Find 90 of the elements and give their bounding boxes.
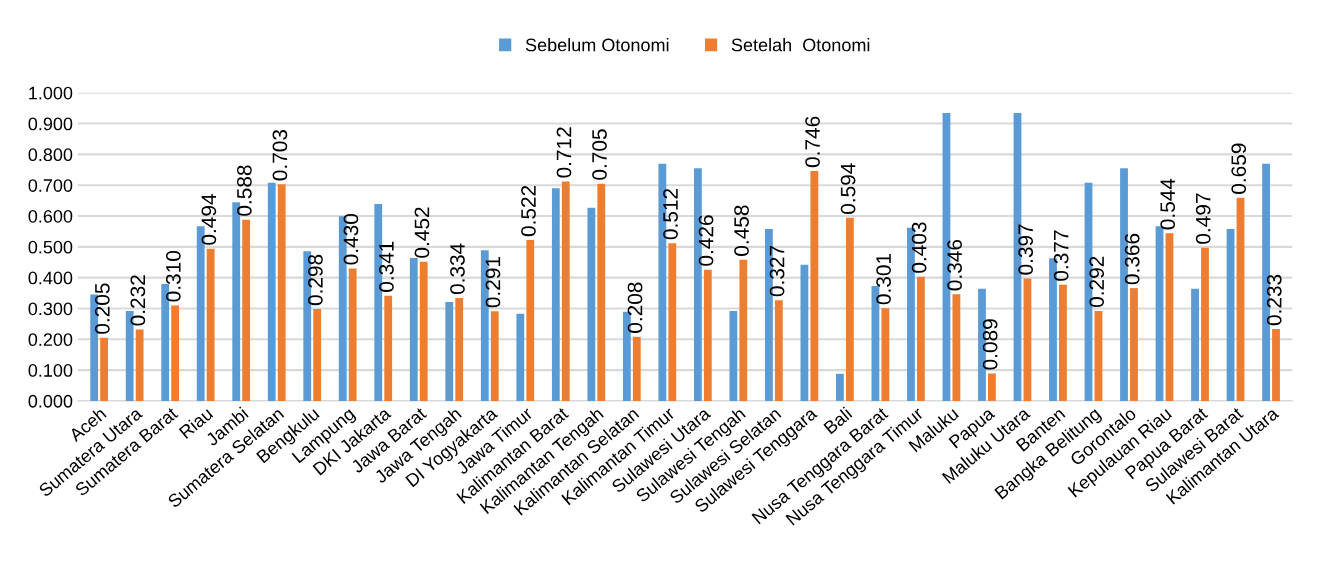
legend-label: Sebelum Otonomi [525, 38, 669, 52]
bar [845, 217, 854, 401]
bar [836, 373, 844, 401]
bar [100, 337, 109, 401]
bar [384, 295, 393, 401]
data-label: 0.544 [1160, 178, 1176, 230]
y-tick-label: 0.200 [28, 333, 73, 347]
y-tick-label: 0.500 [28, 240, 73, 254]
bar [1201, 247, 1209, 401]
data-label: 0.205 [94, 283, 110, 334]
legend-label: Setelah Otonomi [731, 38, 870, 52]
y-tick-label: 0.400 [28, 271, 73, 285]
bar [916, 276, 925, 401]
bar [455, 297, 464, 401]
data-label: 0.594 [840, 163, 856, 214]
bar [445, 302, 454, 401]
data-label: 0.588 [237, 165, 252, 216]
data-label: 0.334 [450, 243, 465, 295]
data-label: 0.397 [1018, 224, 1034, 275]
bar [1094, 310, 1103, 401]
data-label: 0.292 [1089, 256, 1105, 308]
bar [810, 171, 819, 401]
y-tick-label: 0.100 [28, 364, 73, 377]
data-label: 0.089 [982, 319, 998, 370]
data-label: 0.512 [663, 188, 678, 240]
bar [1226, 228, 1235, 401]
data-label: 0.346 [947, 239, 962, 291]
data-label: 0.377 [1053, 230, 1069, 281]
data-label: 0.452 [414, 207, 430, 258]
data-label: 0.430 [343, 214, 359, 265]
bar [1059, 284, 1067, 401]
bar [1130, 288, 1138, 401]
bar [703, 269, 712, 401]
data-label: 0.426 [698, 215, 714, 266]
data-label: 0.291 [485, 257, 501, 308]
bar [1165, 233, 1174, 401]
data-label: 0.458 [734, 205, 749, 256]
bar [988, 373, 996, 401]
data-label: 0.705 [592, 129, 607, 180]
data-label: 0.310 [165, 250, 181, 302]
data-label: 0.366 [1124, 233, 1140, 285]
bar [419, 261, 428, 401]
data-label: 0.494 [201, 194, 217, 245]
bar [348, 268, 357, 401]
bar [1236, 197, 1245, 401]
y-tick-label: 1.000 [29, 86, 73, 100]
bar [952, 294, 961, 401]
bar [774, 300, 783, 401]
y-tick-label: 0.000 [28, 394, 73, 408]
data-label: 0.497 [1195, 193, 1211, 244]
bar [551, 188, 560, 401]
bar [409, 257, 418, 401]
bar [516, 313, 525, 401]
data-label: 0.208 [627, 282, 643, 333]
bar [526, 240, 535, 401]
bar [171, 305, 180, 401]
data-label: 0.327 [769, 245, 785, 297]
bar [135, 329, 144, 401]
bar [313, 309, 322, 401]
y-tick-label: 0.300 [28, 302, 73, 316]
y-tick-label: 0.600 [28, 209, 73, 223]
data-label: 0.522 [521, 185, 536, 237]
bar [668, 243, 677, 401]
bar [561, 181, 570, 401]
data-label: 0.703 [272, 129, 288, 181]
data-label: 0.298 [308, 254, 323, 306]
data-label: 0.403 [911, 222, 927, 273]
data-label: 0.301 [876, 253, 891, 305]
bar [277, 184, 286, 401]
bar [587, 207, 596, 401]
data-label: 0.232 [130, 275, 146, 326]
bar [597, 183, 606, 401]
data-label: 0.712 [556, 127, 572, 178]
data-label: 0.746 [805, 116, 820, 168]
bar [242, 219, 251, 401]
y-tick-label: 0.900 [28, 117, 73, 131]
bar [1191, 288, 1199, 401]
bar [739, 259, 748, 401]
y-tick-label: 0.700 [28, 179, 73, 192]
y-tick-label: 0.800 [28, 148, 73, 162]
bar [729, 310, 738, 401]
data-label: 0.659 [1231, 143, 1247, 194]
data-label: 0.341 [379, 241, 394, 292]
bar [881, 308, 890, 401]
bar [1272, 329, 1280, 401]
bar [206, 248, 215, 401]
bar [632, 336, 641, 401]
bar [267, 182, 276, 401]
bar [490, 311, 499, 401]
data-label: 0.233 [1266, 274, 1282, 326]
